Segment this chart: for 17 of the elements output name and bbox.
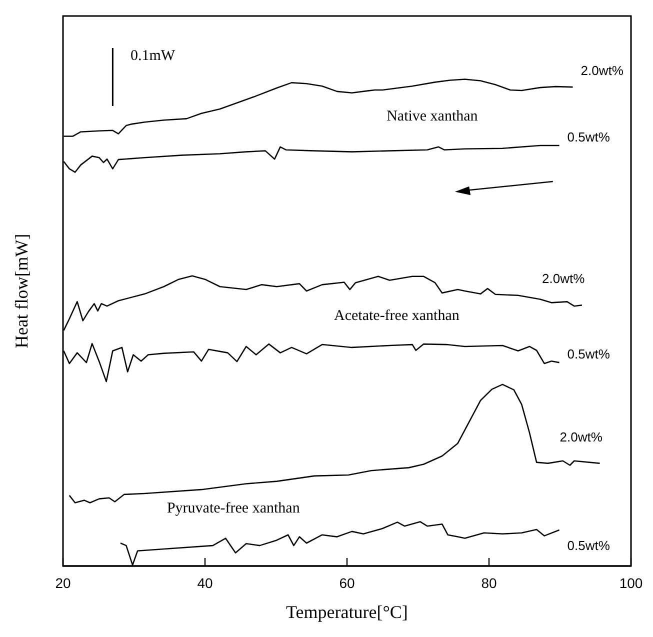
x-tick-label: 60: [339, 574, 355, 591]
series-label: 2.0wt%: [542, 271, 586, 286]
series-label: 0.5wt%: [567, 129, 610, 144]
annotation: Pyruvate-free xanthan: [166, 500, 300, 516]
series-label: 2.0wt%: [560, 429, 603, 444]
x-tick-label: 100: [619, 574, 643, 591]
x-tick-label: 40: [197, 574, 213, 591]
series-label: 0.5wt%: [567, 346, 610, 362]
series-label: 0.5wt%: [567, 538, 610, 553]
annotation: Acetate-free xanthan: [334, 308, 460, 324]
x-tick-label: 20: [55, 574, 71, 591]
annotation: Native xanthan: [386, 108, 478, 125]
x-tick-label: 80: [481, 574, 497, 591]
x-axis-title: Temperature[°C]: [286, 602, 408, 622]
text: 0.1mW: [130, 48, 176, 64]
series-label: 2.0wt%: [580, 63, 624, 78]
y-axis-title: Heat flow[mW]: [12, 234, 32, 348]
